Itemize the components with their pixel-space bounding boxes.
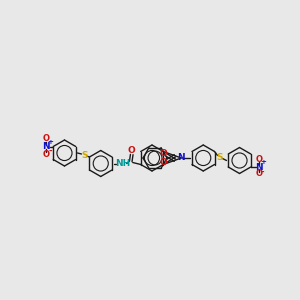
Text: +: + — [47, 139, 53, 145]
Text: -: - — [48, 147, 52, 156]
Text: -: - — [261, 167, 265, 176]
Text: NH: NH — [115, 159, 130, 168]
Text: O: O — [43, 134, 50, 143]
Text: +: + — [260, 159, 266, 165]
Text: O: O — [159, 149, 167, 158]
Text: O: O — [255, 155, 262, 164]
Text: O: O — [43, 150, 50, 159]
Text: N: N — [255, 163, 262, 172]
Text: O: O — [159, 158, 167, 167]
Text: N: N — [42, 142, 50, 151]
Text: O: O — [128, 146, 136, 155]
Text: N: N — [177, 154, 185, 163]
Text: S: S — [216, 153, 223, 162]
Text: S: S — [81, 151, 88, 160]
Text: O: O — [255, 169, 262, 178]
